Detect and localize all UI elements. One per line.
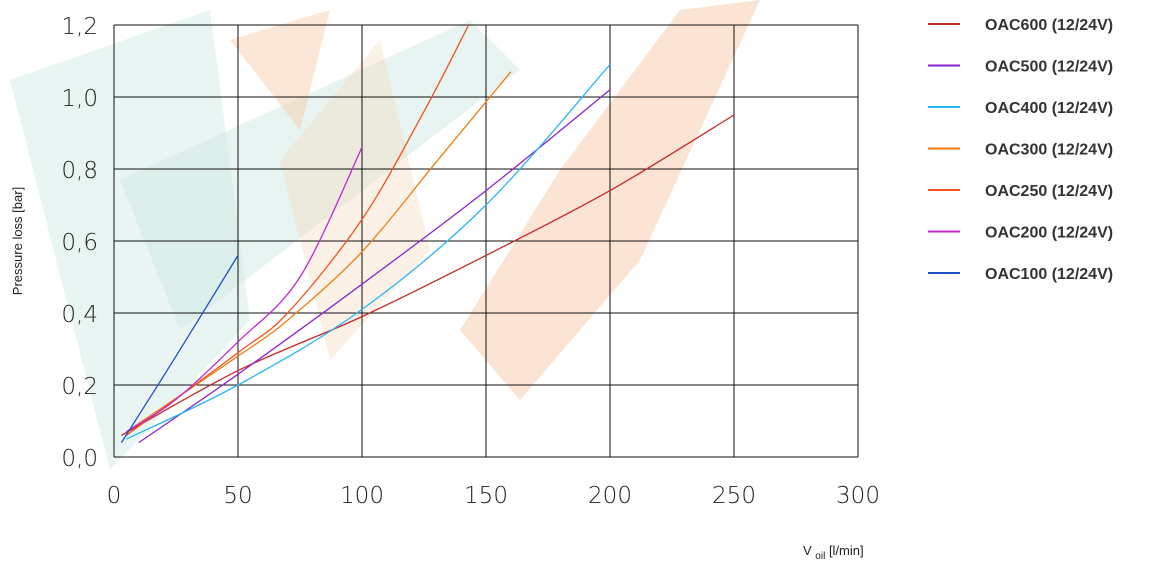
x-tick-label: 50 xyxy=(223,483,252,509)
series-line-oac500 xyxy=(138,89,611,444)
legend-label-oac500: OAC500 (12/24V) xyxy=(985,59,1113,76)
y-axis-ticks: 0,0 0,2 0,4 0,6 0,8 1,0 1,2 xyxy=(61,14,98,472)
x-axis-ticks: 0 50 100 150 200 250 300 xyxy=(107,483,880,509)
legend-label-oac100: OAC100 (12/24V) xyxy=(985,266,1113,283)
x-tick-label: 150 xyxy=(464,483,508,509)
legend: OAC600 (12/24V) OAC500 (12/24V) OAC400 (12… xyxy=(928,17,1113,283)
series-line-oac300 xyxy=(126,71,512,433)
y-tick-label: 1,2 xyxy=(61,14,98,40)
x-tick-label: 250 xyxy=(712,483,756,509)
series-lines xyxy=(120,24,735,444)
x-tick-label: 200 xyxy=(588,483,632,509)
x-tick-label: 0 xyxy=(107,483,122,509)
x-axis-label-sub: oil xyxy=(815,551,825,562)
series-line-oac400 xyxy=(126,64,611,440)
series-line-oac200 xyxy=(126,147,363,433)
legend-label-oac600: OAC600 (12/24V) xyxy=(985,17,1113,34)
series-line-oac600 xyxy=(121,114,735,436)
y-tick-label: 0,0 xyxy=(61,446,98,472)
legend-label-oac200: OAC200 (12/24V) xyxy=(985,225,1113,242)
y-tick-label: 0,6 xyxy=(61,230,98,256)
y-tick-label: 0,8 xyxy=(61,158,98,184)
legend-label-oac300: OAC300 (12/24V) xyxy=(985,142,1113,159)
series-line-oac100 xyxy=(120,255,239,443)
x-tick-label: 100 xyxy=(340,483,384,509)
y-tick-label: 0,4 xyxy=(61,302,98,328)
watermark-logo xyxy=(10,0,760,470)
legend-label-oac250: OAC250 (12/24V) xyxy=(985,183,1113,200)
y-axis-label: Pressure loss [bar] xyxy=(10,187,25,295)
grid xyxy=(113,24,859,458)
x-axis-label-main: V xyxy=(803,543,812,558)
x-tick-label: 300 xyxy=(836,483,880,509)
x-axis-label: V oil [l/min] xyxy=(803,543,864,562)
y-tick-label: 0,2 xyxy=(61,374,98,400)
series-line-oac250 xyxy=(126,24,470,436)
y-tick-label: 1,0 xyxy=(61,86,98,112)
x-axis-label-unit: [l/min] xyxy=(829,543,864,558)
legend-label-oac400: OAC400 (12/24V) xyxy=(985,100,1113,117)
